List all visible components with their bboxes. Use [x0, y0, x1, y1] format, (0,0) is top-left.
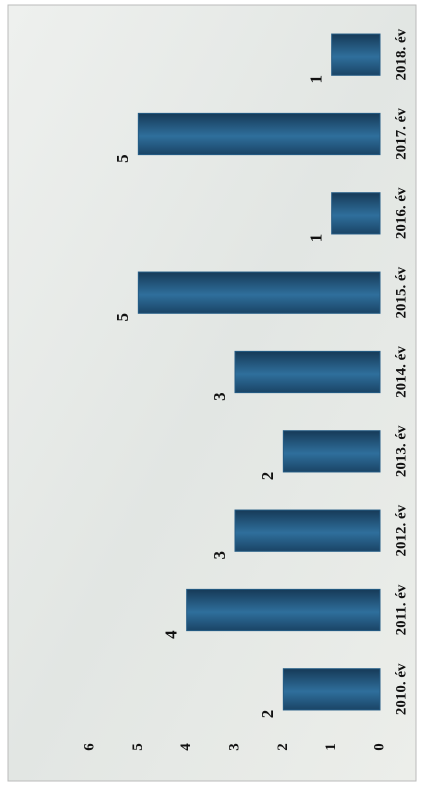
x-tick-label: 2010. év — [393, 663, 409, 715]
value-label: 2 — [258, 472, 277, 481]
plot-area: 0 1 2 3 4 5 6 2010. év 2 2011. év 4 2012. év 3 2013. … — [81, 28, 409, 750]
y-tick-label: 4 — [178, 743, 194, 751]
y-tick-label: 1 — [323, 743, 339, 751]
bar — [186, 588, 381, 632]
value-label: 1 — [307, 75, 326, 84]
value-label: 1 — [307, 234, 326, 243]
bar — [282, 430, 381, 473]
value-label: 3 — [210, 551, 229, 560]
y-tick-label: 3 — [226, 743, 242, 751]
y-tick-label: 5 — [130, 743, 146, 751]
x-tick-label: 2011. év — [393, 584, 409, 635]
x-tick-label: 2016. év — [393, 187, 409, 239]
bar — [137, 112, 381, 156]
value-label: 4 — [162, 630, 181, 639]
bar — [137, 271, 381, 314]
bar — [331, 33, 381, 76]
y-tick-label: 2 — [275, 743, 291, 751]
value-label: 2 — [258, 710, 277, 719]
x-tick-label: 2017. év — [393, 108, 409, 160]
x-tick-label: 2015. év — [393, 266, 409, 318]
value-label: 5 — [113, 154, 132, 163]
value-label: 3 — [210, 392, 229, 401]
bar — [282, 668, 381, 711]
y-tick-label: 6 — [81, 743, 97, 751]
bar — [234, 350, 381, 394]
x-tick-label: 2014. év — [393, 346, 409, 398]
x-tick-label: 2012. év — [393, 504, 409, 556]
value-label: 5 — [113, 313, 132, 322]
y-tick-label: 0 — [371, 743, 387, 751]
x-tick-label: 2018. év — [393, 28, 409, 80]
x-tick-label: 2013. év — [393, 425, 409, 477]
bar — [234, 509, 381, 552]
bar — [331, 192, 381, 235]
